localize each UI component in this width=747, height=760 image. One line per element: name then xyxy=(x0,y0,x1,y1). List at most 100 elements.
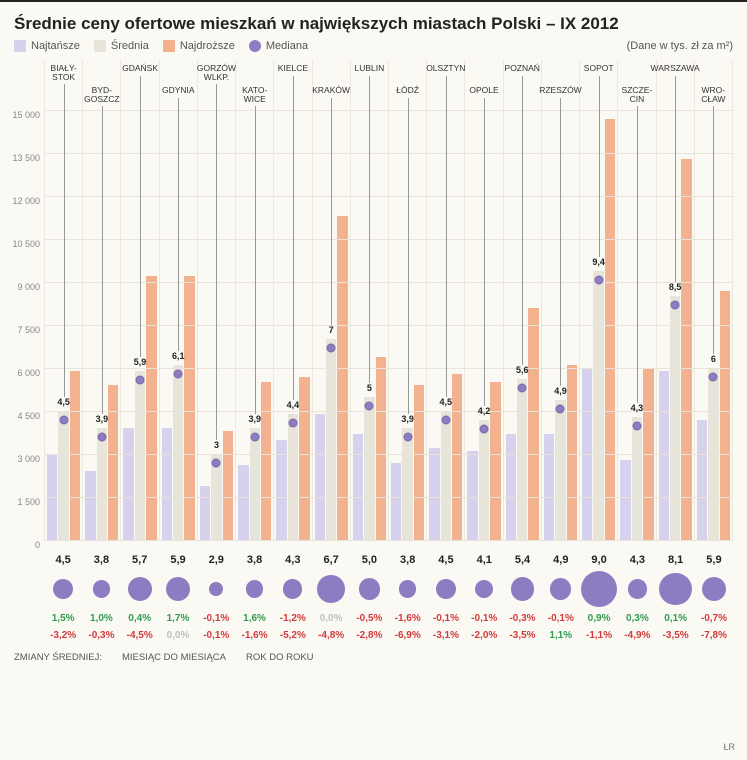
city-column: KIELCE4,4 xyxy=(273,60,311,540)
city-label: GDAŃSK xyxy=(121,64,159,73)
y-tick: 9 000 xyxy=(17,282,40,292)
y-tick: 4 500 xyxy=(17,411,40,421)
legend-average: Średnia xyxy=(94,40,149,52)
median-dot xyxy=(288,418,297,427)
yoy-cell: 1,1% xyxy=(542,627,580,644)
median-bubble xyxy=(436,579,456,599)
bar-cheap xyxy=(697,420,707,540)
city-label: SOPOT xyxy=(583,64,615,73)
bubble-cell xyxy=(427,567,465,611)
bar-exp xyxy=(605,119,615,540)
yoy-cell: -4,9% xyxy=(618,627,656,644)
median-value-cell: 4,3 xyxy=(618,548,656,568)
mom-cell: 0,0% xyxy=(312,610,350,627)
median-dot xyxy=(518,384,527,393)
mom-cell: 1,7% xyxy=(159,610,197,627)
grid-line xyxy=(44,196,733,197)
city-column: KATO- WICE3,9 xyxy=(235,60,273,540)
infographic-container: Średnie ceny ofertowe mieszkań w najwięk… xyxy=(0,0,747,760)
y-tick: 3 000 xyxy=(17,454,40,464)
city-column: GORZÓW WLKP.3 xyxy=(197,60,235,540)
bar-avg xyxy=(97,428,107,540)
grid-line xyxy=(44,282,733,283)
mom-cell: -1,2% xyxy=(274,610,312,627)
leader-line xyxy=(140,76,141,357)
city-column: BIAŁY- STOK4,5 xyxy=(44,60,82,540)
median-bubble xyxy=(475,580,493,598)
median-value-cell: 5,0 xyxy=(350,548,388,568)
city-label: RZESZÓW xyxy=(538,86,583,95)
bar-exp xyxy=(681,159,691,540)
bar-avg xyxy=(173,365,183,540)
y-tick: 15 000 xyxy=(12,110,40,120)
median-value-cell: 4,5 xyxy=(427,548,465,568)
bar-avg xyxy=(326,339,336,540)
legend-cheapest-label: Najtańsze xyxy=(31,40,80,52)
yoy-cell: -0,3% xyxy=(82,627,120,644)
median-label: 6 xyxy=(711,354,716,364)
bar-avg xyxy=(632,417,642,540)
swatch-average xyxy=(94,40,106,52)
median-value-cell: 4,9 xyxy=(542,548,580,568)
median-label: 4,3 xyxy=(631,403,644,413)
median-value-cell: 9,0 xyxy=(580,548,618,568)
median-bubble xyxy=(511,577,534,600)
y-tick: 7 500 xyxy=(17,325,40,335)
median-value-cell: 4,1 xyxy=(465,548,503,568)
bar-avg xyxy=(402,428,412,540)
bar-cheap xyxy=(200,486,210,540)
median-dot xyxy=(327,344,336,353)
bottom-panel: 4,53,85,75,92,93,84,36,75,03,84,54,15,44… xyxy=(44,548,733,644)
median-value-cell: 4,3 xyxy=(274,548,312,568)
median-dot xyxy=(365,401,374,410)
legend-average-label: Średnia xyxy=(111,40,149,52)
grid-line xyxy=(44,325,733,326)
median-value-cell: 5,7 xyxy=(121,548,159,568)
bar-exp xyxy=(376,357,386,540)
bar-cheap xyxy=(659,371,669,540)
median-bubble xyxy=(128,577,152,601)
city-column: BYD- GOSZCZ3,9 xyxy=(82,60,120,540)
bar-exp xyxy=(108,385,118,540)
bubble-cell xyxy=(44,567,82,611)
city-column: RZESZÓW4,9 xyxy=(541,60,579,540)
legend-row: Najtańsze Średnia Najdroższe Mediana (Da… xyxy=(0,36,747,60)
bar-cheap xyxy=(544,434,554,540)
yoy-cell: -4,8% xyxy=(312,627,350,644)
bubble-cell xyxy=(350,567,388,611)
median-value-cell: 6,7 xyxy=(312,548,350,568)
y-tick: 13 500 xyxy=(12,153,40,163)
city-column: KRAKÓW7 xyxy=(312,60,350,540)
leader-line xyxy=(331,98,332,325)
bar-exp xyxy=(261,382,271,540)
bar-exp xyxy=(223,431,233,540)
yoy-cell: -6,9% xyxy=(389,627,427,644)
yoy-cell: -3,5% xyxy=(503,627,541,644)
median-dot xyxy=(709,373,718,382)
median-dot xyxy=(441,416,450,425)
median-bubble xyxy=(628,579,647,598)
bar-exp xyxy=(70,371,80,540)
yoy-cell: -7,8% xyxy=(695,627,733,644)
leader-line xyxy=(178,98,179,351)
mom-cell: -1,6% xyxy=(389,610,427,627)
median-label: 4,4 xyxy=(287,400,300,410)
leader-line xyxy=(102,106,103,414)
bar-avg xyxy=(555,400,565,540)
bubble-cell xyxy=(580,567,618,611)
bar-avg xyxy=(250,428,260,540)
city-column: SZCZE- CIN4,3 xyxy=(617,60,655,540)
city-column: WARSZAWA8,5 xyxy=(656,60,694,540)
bar-avg xyxy=(593,271,603,540)
median-bubble xyxy=(399,580,416,597)
median-value-cell: 3,8 xyxy=(389,548,427,568)
median-label: 4,5 xyxy=(440,397,453,407)
mom-cell: -0,1% xyxy=(465,610,503,627)
footer-labels: ZMIANY ŚREDNIEJ: MIESIĄC DO MIESIĄCA ROK… xyxy=(0,644,747,663)
median-bubble xyxy=(581,571,617,607)
bar-cheap xyxy=(123,428,133,540)
columns: BIAŁY- STOK4,5BYD- GOSZCZ3,9GDAŃSK5,9GDY… xyxy=(44,60,733,540)
mom-row: 1,5%1,0%0,4%1,7%-0,1%1,6%-1,2%0,0%-0,5%-… xyxy=(44,610,733,627)
leader-line xyxy=(369,76,370,383)
city-label: POZNAŃ xyxy=(504,64,541,73)
